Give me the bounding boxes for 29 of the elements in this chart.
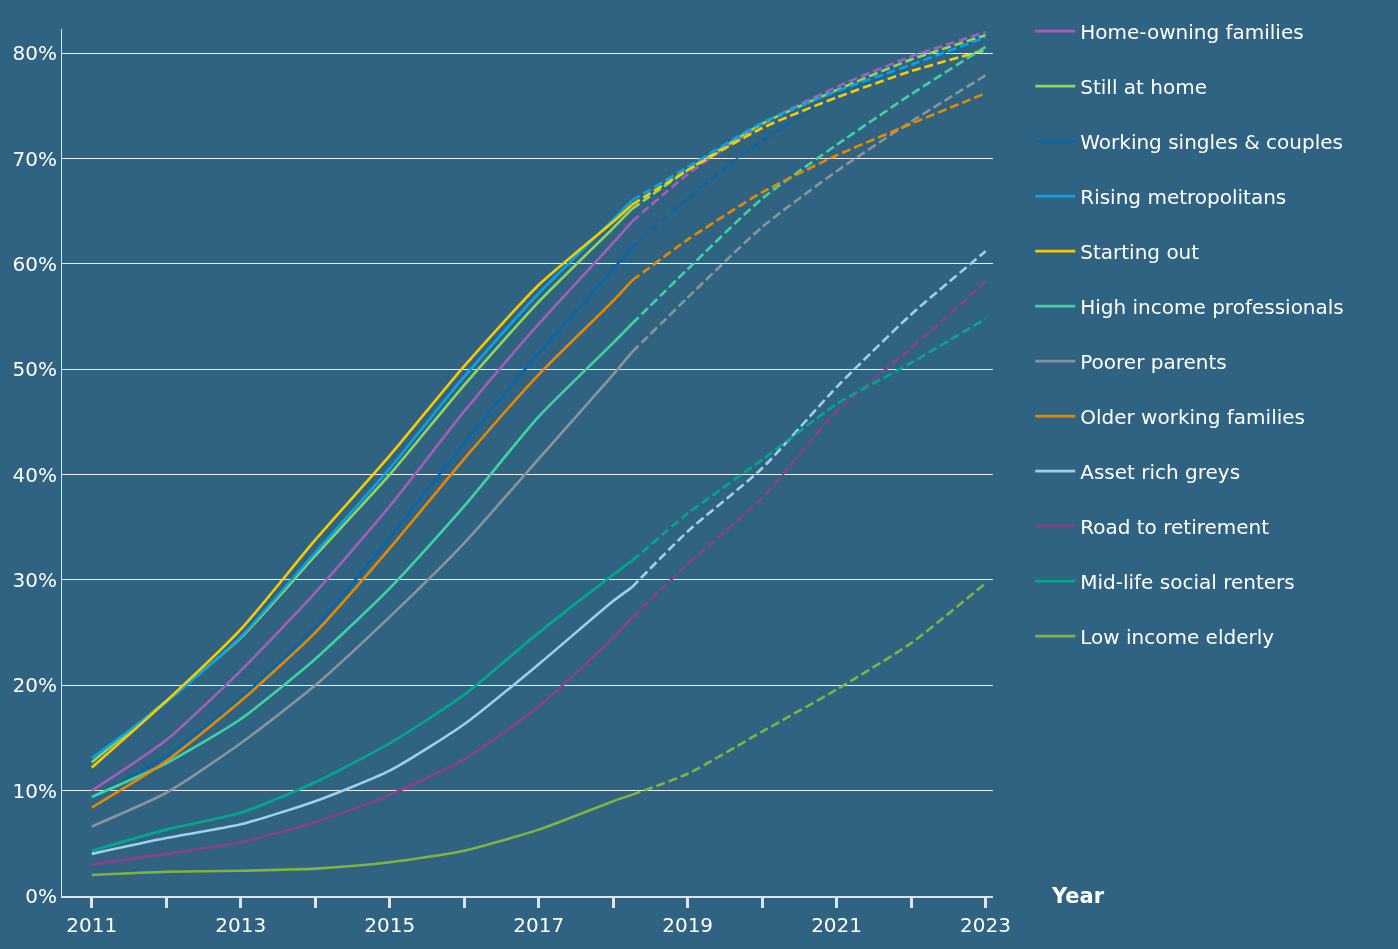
y-tick-label: 70% xyxy=(12,146,57,171)
x-tick-label: 2021 xyxy=(811,913,863,937)
legend-label: High income professionals xyxy=(1080,294,1344,319)
y-tick-label: 10% xyxy=(12,778,57,803)
y-tick-label: 20% xyxy=(12,673,57,698)
legend-label: Mid-life social renters xyxy=(1080,569,1295,594)
x-tick-label: 2011 xyxy=(66,913,118,937)
legend-label: Starting out xyxy=(1080,239,1200,264)
legend-label: Still at home xyxy=(1080,74,1207,99)
x-tick-label: 2015 xyxy=(364,913,416,937)
y-tick-label: 50% xyxy=(12,357,57,382)
x-tick-label: 2013 xyxy=(215,913,267,937)
x-tick-label: 2019 xyxy=(662,913,714,937)
legend-label: Home-owning families xyxy=(1080,19,1304,44)
y-tick-label: 40% xyxy=(12,462,57,487)
legend-label: Older working families xyxy=(1080,404,1305,429)
y-tick-label: 30% xyxy=(12,567,57,592)
x-tick-label: 2017 xyxy=(513,913,565,937)
legend-label: Working singles & couples xyxy=(1080,129,1344,154)
legend-label: Road to retirement xyxy=(1080,514,1270,539)
y-tick-label: 60% xyxy=(12,251,57,276)
legend-label: Rising metropolitans xyxy=(1080,184,1287,209)
legend-label: Poorer parents xyxy=(1080,349,1227,374)
x-axis-title: Year xyxy=(1051,884,1105,908)
legend-label: Asset rich greys xyxy=(1080,459,1241,484)
legend-label: Low income elderly xyxy=(1080,624,1275,649)
y-tick-label: 80% xyxy=(12,41,57,66)
y-tick-label: 0% xyxy=(25,884,57,908)
x-tick-label: 2023 xyxy=(960,913,1011,937)
